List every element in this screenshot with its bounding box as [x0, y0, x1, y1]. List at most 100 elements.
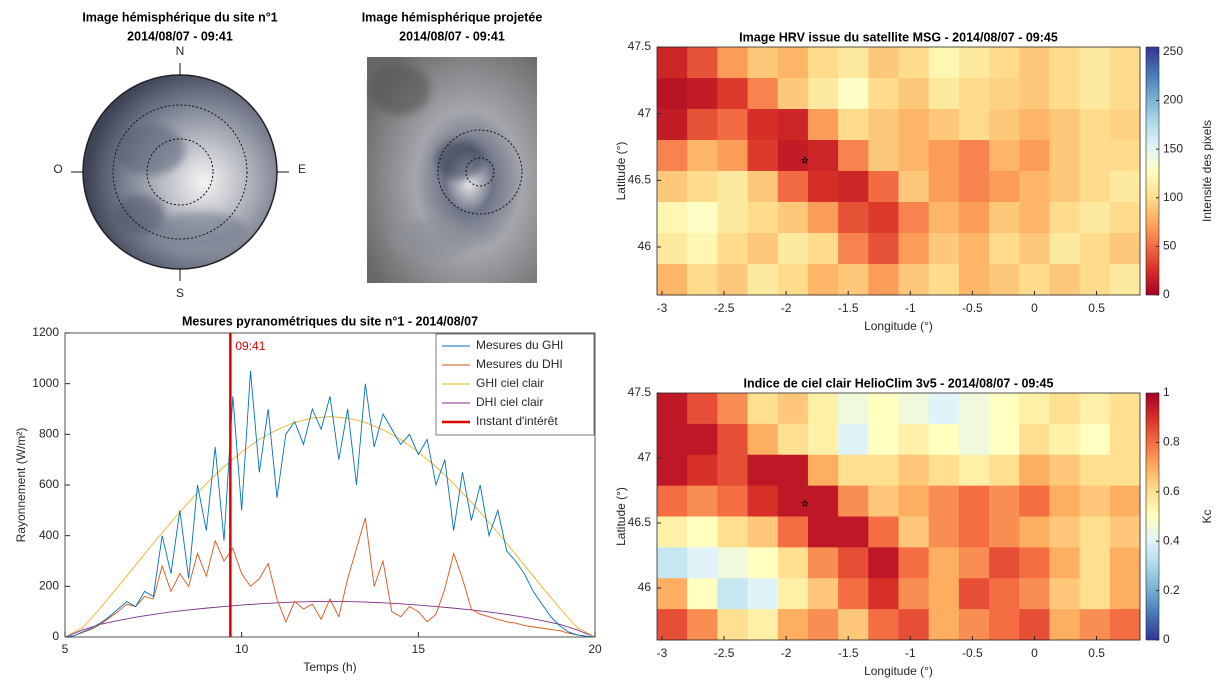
heatmap-cell [838, 202, 869, 234]
heatmap-cell [1109, 171, 1141, 203]
y-tick-label: 46.5 [628, 173, 652, 187]
heatmap-cell [717, 609, 749, 641]
projected-image [367, 57, 537, 283]
heatmap-cell [657, 516, 688, 548]
heatmap-cell [838, 485, 869, 517]
heatmap-cell [928, 140, 960, 172]
x-tick-label: -3 [657, 646, 668, 660]
heatmap-cell [747, 171, 779, 203]
heatmap-cell [717, 78, 749, 110]
heatmap-cell [717, 47, 749, 79]
heatmap-cell [838, 423, 869, 456]
heatmap-cell [989, 516, 1020, 548]
heatmap-cell [898, 109, 930, 141]
y-tick-label: 47 [638, 106, 652, 120]
heatmap-cell [687, 47, 718, 79]
heatmap-cell [747, 547, 779, 579]
heatmap-cell [807, 264, 839, 296]
heatmap-cell [1109, 264, 1141, 296]
heatmap-cell [687, 609, 718, 641]
heatmap-cell [958, 609, 990, 641]
heatmap-cell [687, 516, 718, 548]
heatmap-cell [1109, 516, 1141, 548]
y-tick-label: 47.5 [628, 385, 652, 399]
heatmap-cell [807, 233, 839, 265]
heatmap-cell [777, 140, 809, 172]
heatmap-cell [989, 485, 1020, 517]
x-tick-label: 15 [412, 642, 426, 656]
heatmap-cell [657, 485, 688, 517]
heatmap-cell [838, 609, 869, 641]
y-tick-label: 0 [52, 629, 59, 643]
heatmap-cell [928, 516, 960, 548]
heatmap-cell [1049, 516, 1081, 548]
heatmap-cell [1019, 264, 1050, 296]
site-marker [800, 156, 809, 164]
heatmap-cell [1019, 547, 1050, 579]
heatmap-cell [838, 454, 869, 487]
x-tick-label: -3 [657, 301, 668, 315]
heatmap-cell [898, 233, 930, 265]
heatmap-cell [717, 393, 749, 425]
heatmap-cell [838, 78, 869, 110]
heatmap-cell [717, 202, 749, 234]
heatmap-cell [747, 609, 779, 641]
heatmap-cell [1049, 233, 1081, 265]
chart-title: Indice de ciel clair HelioClim 3v5 - 201… [744, 376, 1054, 390]
x-tick-label: -0.5 [962, 301, 983, 315]
heatmap-cell [1109, 578, 1141, 610]
heatmap-cell [807, 393, 839, 425]
heatmap-cell [868, 233, 899, 265]
heatmap-cell [1109, 454, 1141, 487]
heatmap-cell [928, 264, 960, 296]
heatmap-cell [1019, 423, 1050, 456]
heatmap-cell [807, 47, 839, 79]
heatmap-cell [989, 171, 1020, 203]
heatmap-cell [687, 393, 718, 425]
chart-title: 2014/08/07 - 09:41 [127, 29, 233, 43]
heatmap-cell [807, 485, 839, 517]
heatmap-cell [807, 454, 839, 487]
heatmap-cell [898, 609, 930, 641]
colorbar-tick-label: 250 [1163, 44, 1183, 58]
site-marker [800, 499, 809, 507]
x-tick-label: 0 [1031, 301, 1038, 315]
y-tick-label: 46 [638, 580, 652, 594]
heatmap-cell [898, 171, 930, 203]
heatmap-cell [898, 485, 930, 517]
heatmap-cell [1109, 393, 1141, 425]
heatmap-cell [838, 578, 869, 610]
heatmap-cell [747, 264, 779, 296]
heatmap-cell [747, 393, 779, 425]
heatmap-cell [868, 578, 899, 610]
heatmap-cell [777, 202, 809, 234]
heatmap-cell [777, 171, 809, 203]
heatmap-cell [1109, 140, 1141, 172]
heatmap-cell [747, 423, 779, 456]
x-axis-label: Temps (h) [303, 660, 356, 674]
heatmap-cell [717, 485, 749, 517]
y-tick-label: 800 [39, 427, 59, 441]
heatmap-cell [1109, 423, 1141, 456]
heatmap-cell [898, 454, 930, 487]
heatmap-cell [657, 78, 688, 110]
heatmap-cell [777, 485, 809, 517]
heatmap-cell [687, 171, 718, 203]
heatmap-cell [868, 202, 899, 234]
colorbar-tick-label: 0 [1163, 287, 1170, 301]
heatmap-cell [989, 78, 1020, 110]
heatmap-cell [838, 171, 869, 203]
colorbar-tick-label: 0.6 [1163, 484, 1180, 498]
heatmap-cell [958, 78, 990, 110]
chart-title: 2014/08/07 - 09:41 [399, 29, 505, 43]
heatmap-cell [807, 578, 839, 610]
heatmap-cell [928, 171, 960, 203]
heatmap-cell [777, 264, 809, 296]
heatmap-cell [898, 423, 930, 456]
colorbar-label: Intensité des pixels [1200, 120, 1214, 222]
heatmap-cell [747, 47, 779, 79]
heatmap-cell [1079, 609, 1111, 641]
heatmap-cell [868, 47, 899, 79]
heatmap-cell [807, 109, 839, 141]
